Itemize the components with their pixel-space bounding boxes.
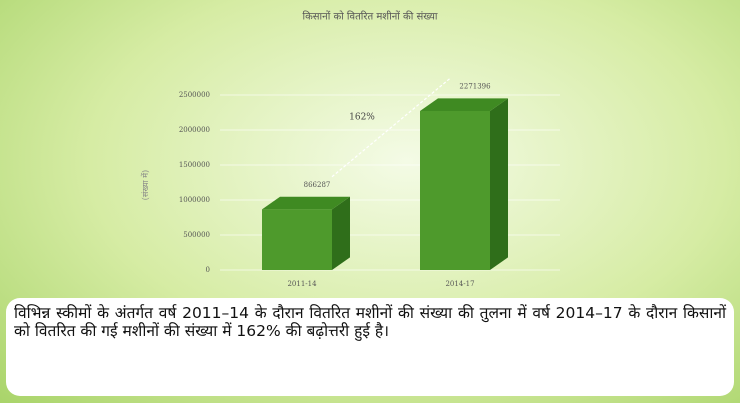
annotation-line	[331, 77, 451, 178]
chart: किसानों को वितरित मशीनों की संख्या (संख्…	[140, 10, 508, 288]
y-tick-label: 1000000	[179, 196, 210, 204]
annotation: 162%	[349, 113, 375, 123]
y-tick-label: 1500000	[179, 161, 210, 169]
x-tick-label: 2014-17	[445, 280, 474, 288]
bar-side	[332, 196, 350, 270]
y-tick-label: 2000000	[179, 126, 210, 134]
bar	[420, 111, 490, 270]
y-tick-label: 0	[206, 266, 210, 274]
chart-title: किसानों को वितरित मशीनों की संख्या	[303, 11, 438, 23]
bar	[262, 209, 332, 270]
x-tick-label: 2011-14	[287, 280, 317, 288]
caption: विभिन्न स्कीमों के अंतर्गत वर्ष 2011–14 …	[6, 298, 734, 396]
y-axis-label: (संख्या में)	[140, 170, 150, 200]
y-tick-label: 2500000	[179, 91, 210, 99]
value-label: 2271396	[459, 82, 491, 90]
bar-top	[262, 196, 350, 210]
bar-side	[490, 98, 508, 270]
y-tick-label: 500000	[183, 231, 210, 239]
bar-top	[420, 98, 508, 112]
value-label: 866287	[304, 181, 331, 189]
